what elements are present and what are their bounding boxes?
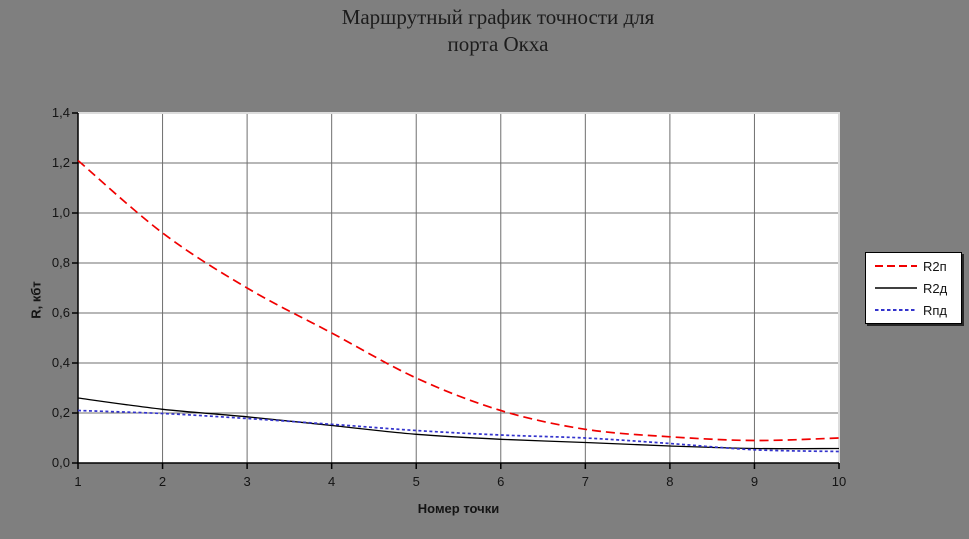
chart-title-line-2: порта Окха [447,32,549,56]
plot-background [78,113,839,463]
series-line-Rпд [77,409,840,453]
x-tick-label: 3 [243,474,251,489]
series-line-R2п [77,159,840,442]
legend-line-sample-rpd [875,309,917,311]
y-axis-title: R, кбт [28,281,44,319]
y-tick-label: 0,2 [51,405,70,420]
y-tick-label: 0,0 [51,455,70,470]
x-tick-label: 8 [666,474,674,489]
legend-line-sample-r2d [875,287,917,289]
legend-label-rpd: Rпд [923,302,948,318]
x-tick-label: 4 [328,474,336,489]
chart-title: Маршрутный график точности для порта Окх… [28,4,968,58]
y-tick-label: 0,8 [51,255,70,270]
legend-item-r2p: R2п [866,259,961,274]
x-tick-label: 6 [497,474,505,489]
legend-label-r2p: R2п [923,258,947,274]
legend-item-r2d: R2д [866,281,961,296]
y-tick-label: 0,4 [51,355,70,370]
legend-line-sample-r2p [875,265,917,267]
legend-item-rpd: Rпд [866,303,961,318]
chart-title-line-1: Маршрутный график точности для [341,5,655,29]
y-tick-label: 1,4 [51,105,70,120]
x-tick-label: 9 [750,474,759,489]
legend-label-r2d: R2д [923,280,948,296]
x-tick-label: 2 [158,474,167,489]
x-axis-title: Номер точки [417,501,500,516]
x-tick-label: 7 [581,474,589,489]
x-tick-label: 10 [831,474,847,489]
x-tick-label: 5 [412,474,420,489]
y-tick-label: 1,2 [51,155,70,170]
y-tick-label: 1,0 [51,205,70,220]
x-tick-label: 1 [74,474,82,489]
legend: R2п R2д Rпд [865,252,962,324]
y-tick-label: 0,6 [51,305,70,320]
